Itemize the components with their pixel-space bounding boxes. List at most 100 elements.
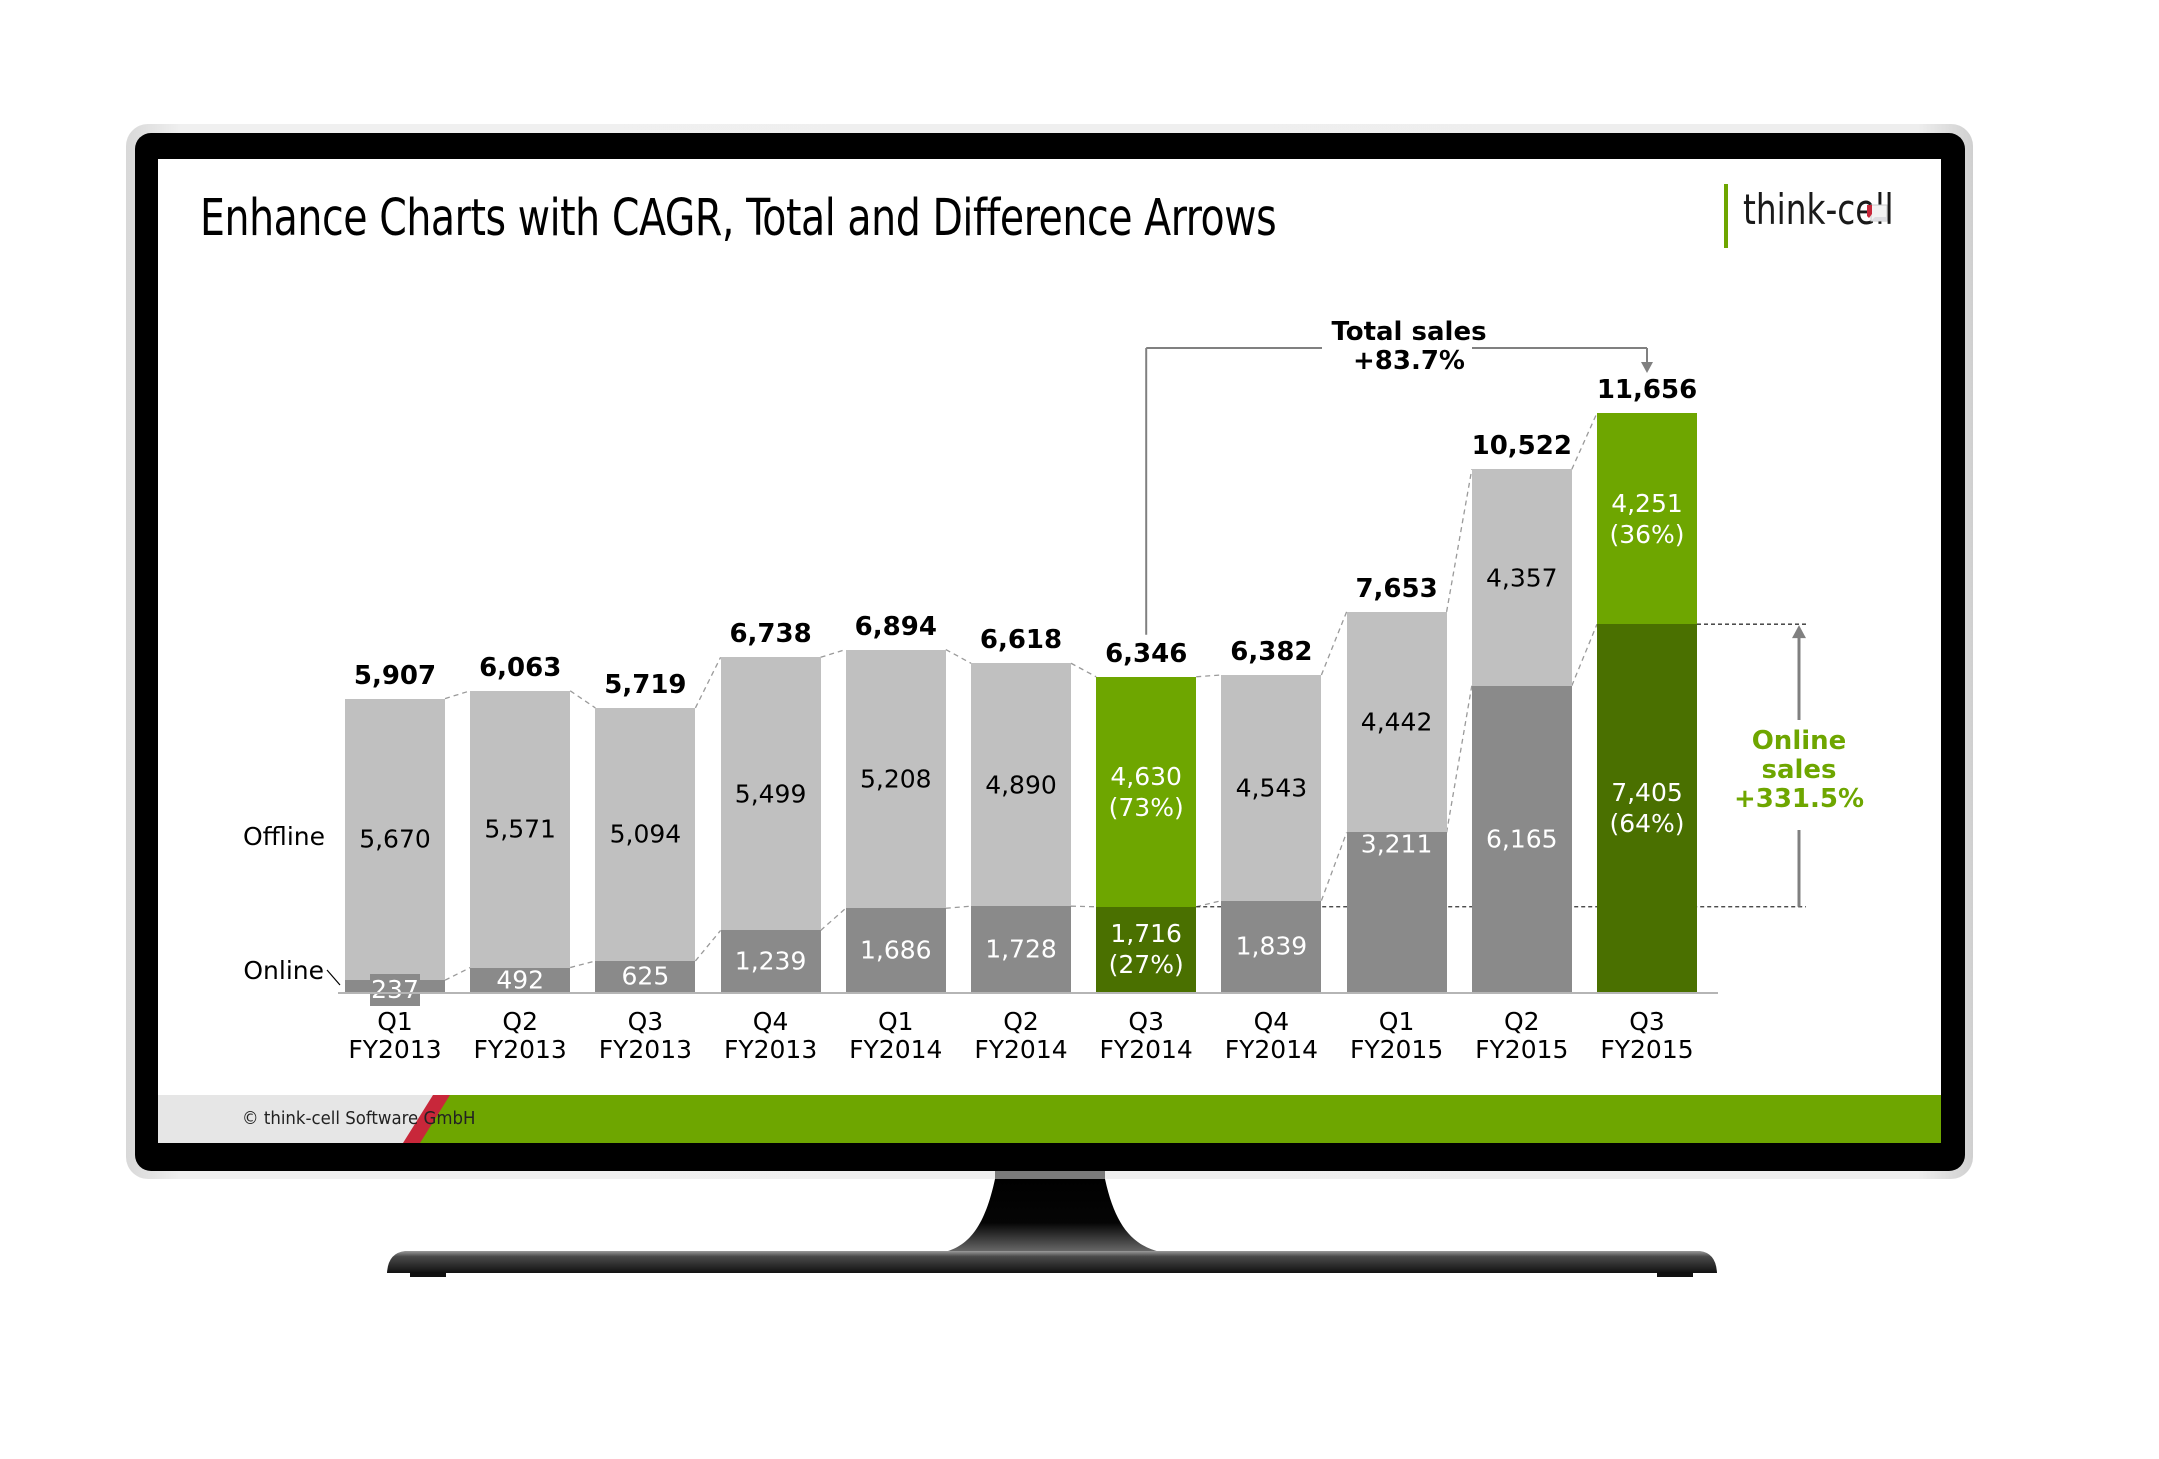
bar-segment-online: 3,211	[1346, 829, 1447, 992]
category-year: FY2014	[849, 1035, 943, 1064]
segment-value-offline: 5,571	[484, 814, 556, 844]
bar-total-value: 6,618	[979, 625, 1063, 656]
bar-segment-offline: 4,890	[971, 663, 1071, 907]
bar-segment-online: 7,405 (64%)	[1597, 624, 1697, 992]
segment-value-offline: 4,890	[985, 770, 1057, 800]
bar-segment-online: 1,728	[971, 906, 1071, 992]
bar-segment-online: 1,716 (27%)	[1096, 906, 1197, 992]
category-year: FY2013	[348, 1035, 442, 1064]
segment-value-offline: 5,670	[359, 824, 431, 854]
bar-total-value: 7,653	[1355, 573, 1438, 604]
bar-segment-offline: 4,357	[1471, 469, 1572, 686]
bar-segment-offline: 4,630 (73%)	[1096, 676, 1197, 907]
bar-segment-offline: 5,670	[345, 698, 445, 981]
bar-total-value: 10,522	[1471, 431, 1572, 462]
category-label: Q4 FY2014	[1201, 1008, 1341, 1064]
segment-value-online: 237	[370, 974, 420, 1007]
online-sales-label-1: Online	[1751, 726, 1847, 756]
bar-total-value: 5,907	[353, 660, 437, 691]
series-label-online: Online	[243, 956, 324, 985]
category-quarter: Q4	[1253, 1007, 1290, 1036]
category-year: FY2013	[598, 1035, 693, 1064]
online-sales-annotation: Online sales +331.5%	[1699, 727, 1899, 814]
category-quarter: Q1	[1378, 1007, 1415, 1036]
category-label: Q2 FY2013	[450, 1008, 590, 1064]
bar-segment-offline: 4,543	[1221, 674, 1322, 901]
x-axis	[338, 992, 1718, 994]
bar-segment-offline: 4,442	[1346, 611, 1447, 833]
bar-segment-online: 625	[595, 960, 696, 992]
bar-segment-online: 492	[470, 965, 571, 994]
category-label: Q3 FY2014	[1076, 1008, 1216, 1064]
bar-segment-offline: 5,208	[845, 649, 946, 909]
segment-value-offline: 4,442	[1360, 707, 1433, 737]
bar-segment-online: 237	[345, 974, 445, 1007]
bar-segment-offline: 4,251 (36%)	[1597, 413, 1697, 625]
category-year: FY2014	[1224, 1035, 1319, 1064]
bar-segment-online: 1,686	[845, 908, 946, 992]
online-sales-value: +331.5%	[1733, 784, 1865, 814]
slide-title: Enhance Charts with CAGR, Total and Diff…	[200, 189, 1277, 248]
segment-value-offline: 4,251 (36%)	[1609, 488, 1685, 549]
bar-segment-online: 6,165	[1471, 685, 1572, 992]
think-cell-logo-icon	[1867, 204, 1888, 222]
segment-value-offline: 4,630 (73%)	[1108, 761, 1184, 822]
category-quarter: Q1	[377, 1007, 413, 1036]
segment-value-online: 3,211	[1360, 829, 1433, 859]
bar-segment-offline: 5,094	[595, 707, 696, 961]
category-year: FY2015	[1475, 1035, 1569, 1064]
bar-total-value: 6,346	[1105, 638, 1188, 669]
segment-value-online: 492	[496, 965, 545, 995]
segment-value-online: 7,405 (64%)	[1609, 778, 1685, 839]
segment-value-offline: 5,499	[734, 779, 807, 809]
category-year: FY2015	[1600, 1035, 1694, 1064]
bar-total-value: 5,719	[604, 669, 687, 700]
online-sales-label-2: sales	[1761, 755, 1837, 785]
category-quarter: Q4	[752, 1007, 789, 1036]
bar-segment-offline: 5,499	[720, 657, 821, 931]
category-year: FY2015	[1349, 1035, 1444, 1064]
segment-value-offline: 5,208	[860, 764, 932, 794]
segment-value-offline: 5,094	[609, 819, 682, 849]
total-sales-annotation: Total sales +83.7%	[1254, 318, 1564, 376]
category-year: FY2013	[723, 1035, 818, 1064]
category-quarter: Q2	[1504, 1007, 1540, 1036]
category-label: Q3 FY2013	[575, 1008, 715, 1064]
footer-copyright: © think-cell Software GmbH	[242, 1108, 476, 1129]
segment-value-online: 1,716 (27%)	[1108, 919, 1184, 980]
category-quarter: Q2	[1003, 1007, 1039, 1036]
category-label: Q1 FY2015	[1327, 1008, 1467, 1064]
bar-total-value: 6,063	[479, 652, 562, 683]
category-quarter: Q3	[1629, 1007, 1665, 1036]
category-label: Q2 FY2014	[951, 1008, 1091, 1064]
segment-value-offline: 4,543	[1235, 773, 1308, 803]
category-label: Q3 FY2015	[1577, 1008, 1717, 1064]
segment-value-online: 1,239	[734, 946, 807, 976]
category-label: Q2 FY2015	[1452, 1008, 1592, 1064]
category-year: FY2014	[974, 1035, 1068, 1064]
category-label: Q1 FY2014	[826, 1008, 966, 1064]
bar-segment-online: 1,239	[720, 930, 821, 992]
category-quarter: Q1	[878, 1007, 914, 1036]
bar-total-value: 6,894	[854, 611, 937, 642]
total-sales-value: +83.7%	[1353, 346, 1465, 376]
bar-total-value: 6,738	[729, 619, 812, 650]
segment-value-online: 625	[621, 961, 670, 991]
bar-total-value: 6,382	[1230, 636, 1313, 667]
category-quarter: Q3	[627, 1007, 664, 1036]
category-quarter: Q2	[502, 1007, 538, 1036]
bar-segment-online: 1,839	[1221, 900, 1322, 992]
category-quarter: Q3	[1128, 1007, 1164, 1036]
category-label: Q4 FY2013	[701, 1008, 841, 1064]
category-label: Q1 FY2013	[325, 1008, 465, 1064]
category-year: FY2013	[473, 1035, 567, 1064]
segment-value-online: 1,839	[1235, 931, 1308, 961]
segment-value-offline: 4,357	[1486, 563, 1558, 593]
category-year: FY2014	[1099, 1035, 1193, 1064]
footer-accent	[403, 1095, 1941, 1143]
bar-segment-offline: 5,571	[470, 690, 571, 968]
segment-value-online: 6,165	[1486, 824, 1558, 854]
bar-total-value: 11,656	[1596, 375, 1698, 405]
logo-divider	[1724, 184, 1728, 248]
